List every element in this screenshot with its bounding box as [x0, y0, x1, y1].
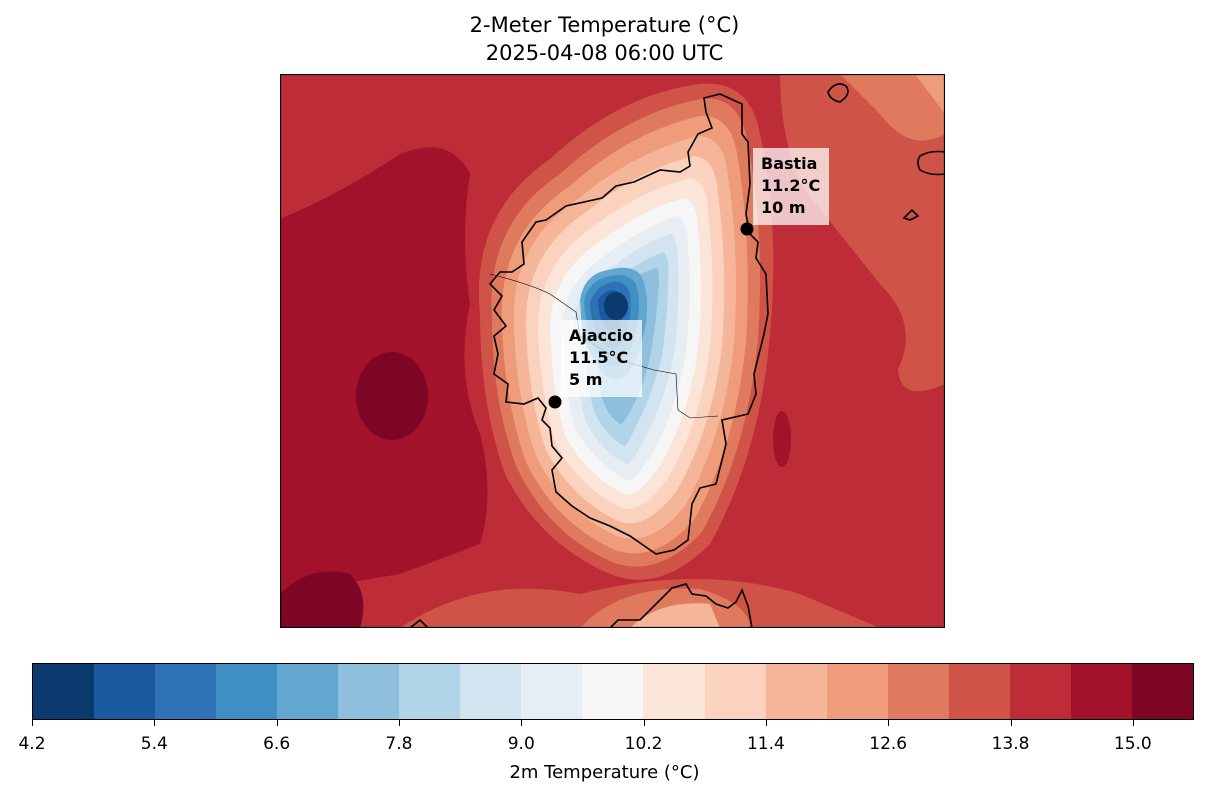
field-14-4-east-spot	[773, 411, 791, 467]
station-elevation: 5 m	[569, 370, 603, 389]
field-12-6-ne	[840, 74, 945, 141]
colorbar-segment	[460, 664, 522, 719]
colorbar-tick	[1132, 720, 1134, 726]
capraia-coast	[827, 83, 849, 103]
colorbar-segment	[33, 664, 95, 719]
colorbar-segment	[94, 664, 156, 719]
colorbar-segment	[948, 664, 1010, 719]
field-15-0-spot	[356, 352, 428, 440]
colorbar-segment	[216, 664, 278, 719]
colorbar-segment	[582, 664, 644, 719]
colorbar-tick	[643, 720, 645, 726]
elba-coast	[917, 150, 946, 176]
colorbar-segment	[521, 664, 583, 719]
colorbar-tick-label: 5.4	[140, 734, 168, 754]
colorbar-segment	[155, 664, 217, 719]
station-temperature: 11.2°C	[761, 176, 821, 195]
station-name: Bastia	[761, 154, 818, 173]
map-subtitle: 2025-04-08 06:00 UTC	[485, 41, 724, 65]
colorbar-tick-label: 7.8	[385, 734, 413, 754]
colorbar-tick	[276, 720, 278, 726]
colorbar-tick-label: 13.8	[991, 734, 1030, 754]
map-title: 2-Meter Temperature (°C)	[469, 13, 740, 37]
colorbar-segment	[399, 664, 461, 719]
colorbar	[32, 663, 1194, 720]
colorbar-tick-label: 4.2	[18, 734, 46, 754]
station-name: Ajaccio	[569, 326, 634, 345]
colorbar-segment	[826, 664, 888, 719]
temperature-map: Bastia 11.2°C 10 m Ajaccio 11.5°C 5 m	[279, 73, 946, 629]
coastlines	[409, 83, 946, 629]
colorbar-tick	[32, 720, 33, 726]
colorbar-tick	[398, 720, 400, 726]
colorbar-tick	[521, 720, 523, 726]
field-15-0-sw	[280, 571, 364, 628]
field-4-2-core	[604, 292, 628, 320]
pianosa-coast	[902, 208, 920, 221]
station-temperature: 11.5°C	[569, 348, 629, 367]
station-label-ajaccio: Ajaccio 11.5°C 5 m	[561, 320, 643, 397]
corsica-coast	[488, 93, 769, 555]
colorbar-segment	[1009, 664, 1071, 719]
sardinia-coast	[609, 583, 753, 629]
field-11-4-south	[630, 603, 720, 628]
colorbar-segment	[765, 664, 827, 719]
station-marker-ajaccio[interactable]	[548, 395, 562, 409]
colorbar-segment	[277, 664, 339, 719]
colorbar-tick-label: 6.6	[263, 734, 291, 754]
colorbar-tick	[888, 720, 890, 726]
colorbar-label: 2m Temperature (°C)	[509, 762, 700, 783]
map-frame	[279, 73, 946, 629]
colorbar-segment	[704, 664, 766, 719]
colorbar-tick	[765, 720, 767, 726]
coast-sw	[409, 618, 429, 629]
colorbar-tick-label: 10.2	[624, 734, 663, 754]
colorbar-ticks: 4.2 5.4 6.6 7.8 9.0 10.2 11.4 12.6 13.8 15.0	[18, 720, 1194, 754]
field-12-0-ne	[915, 74, 945, 114]
station-label-bastia: Bastia 11.2°C 10 m	[753, 148, 830, 225]
colorbar-segment	[1070, 664, 1132, 719]
colorbar-tick-label: 9.0	[507, 734, 535, 754]
colorbar-tick-label: 15.0	[1113, 734, 1152, 754]
colorbar-tick-label: 12.6	[869, 734, 908, 754]
colorbar-segment	[887, 664, 949, 719]
colorbar-segment	[1131, 664, 1193, 719]
station-elevation: 10 m	[761, 198, 806, 217]
colorbar-tick	[1010, 720, 1012, 726]
colorbar-tick	[154, 720, 156, 726]
station-marker-bastia[interactable]	[740, 222, 754, 236]
colorbar-segment	[338, 664, 400, 719]
colorbar-tick-label: 11.4	[746, 734, 785, 754]
colorbar-segment	[643, 664, 705, 719]
